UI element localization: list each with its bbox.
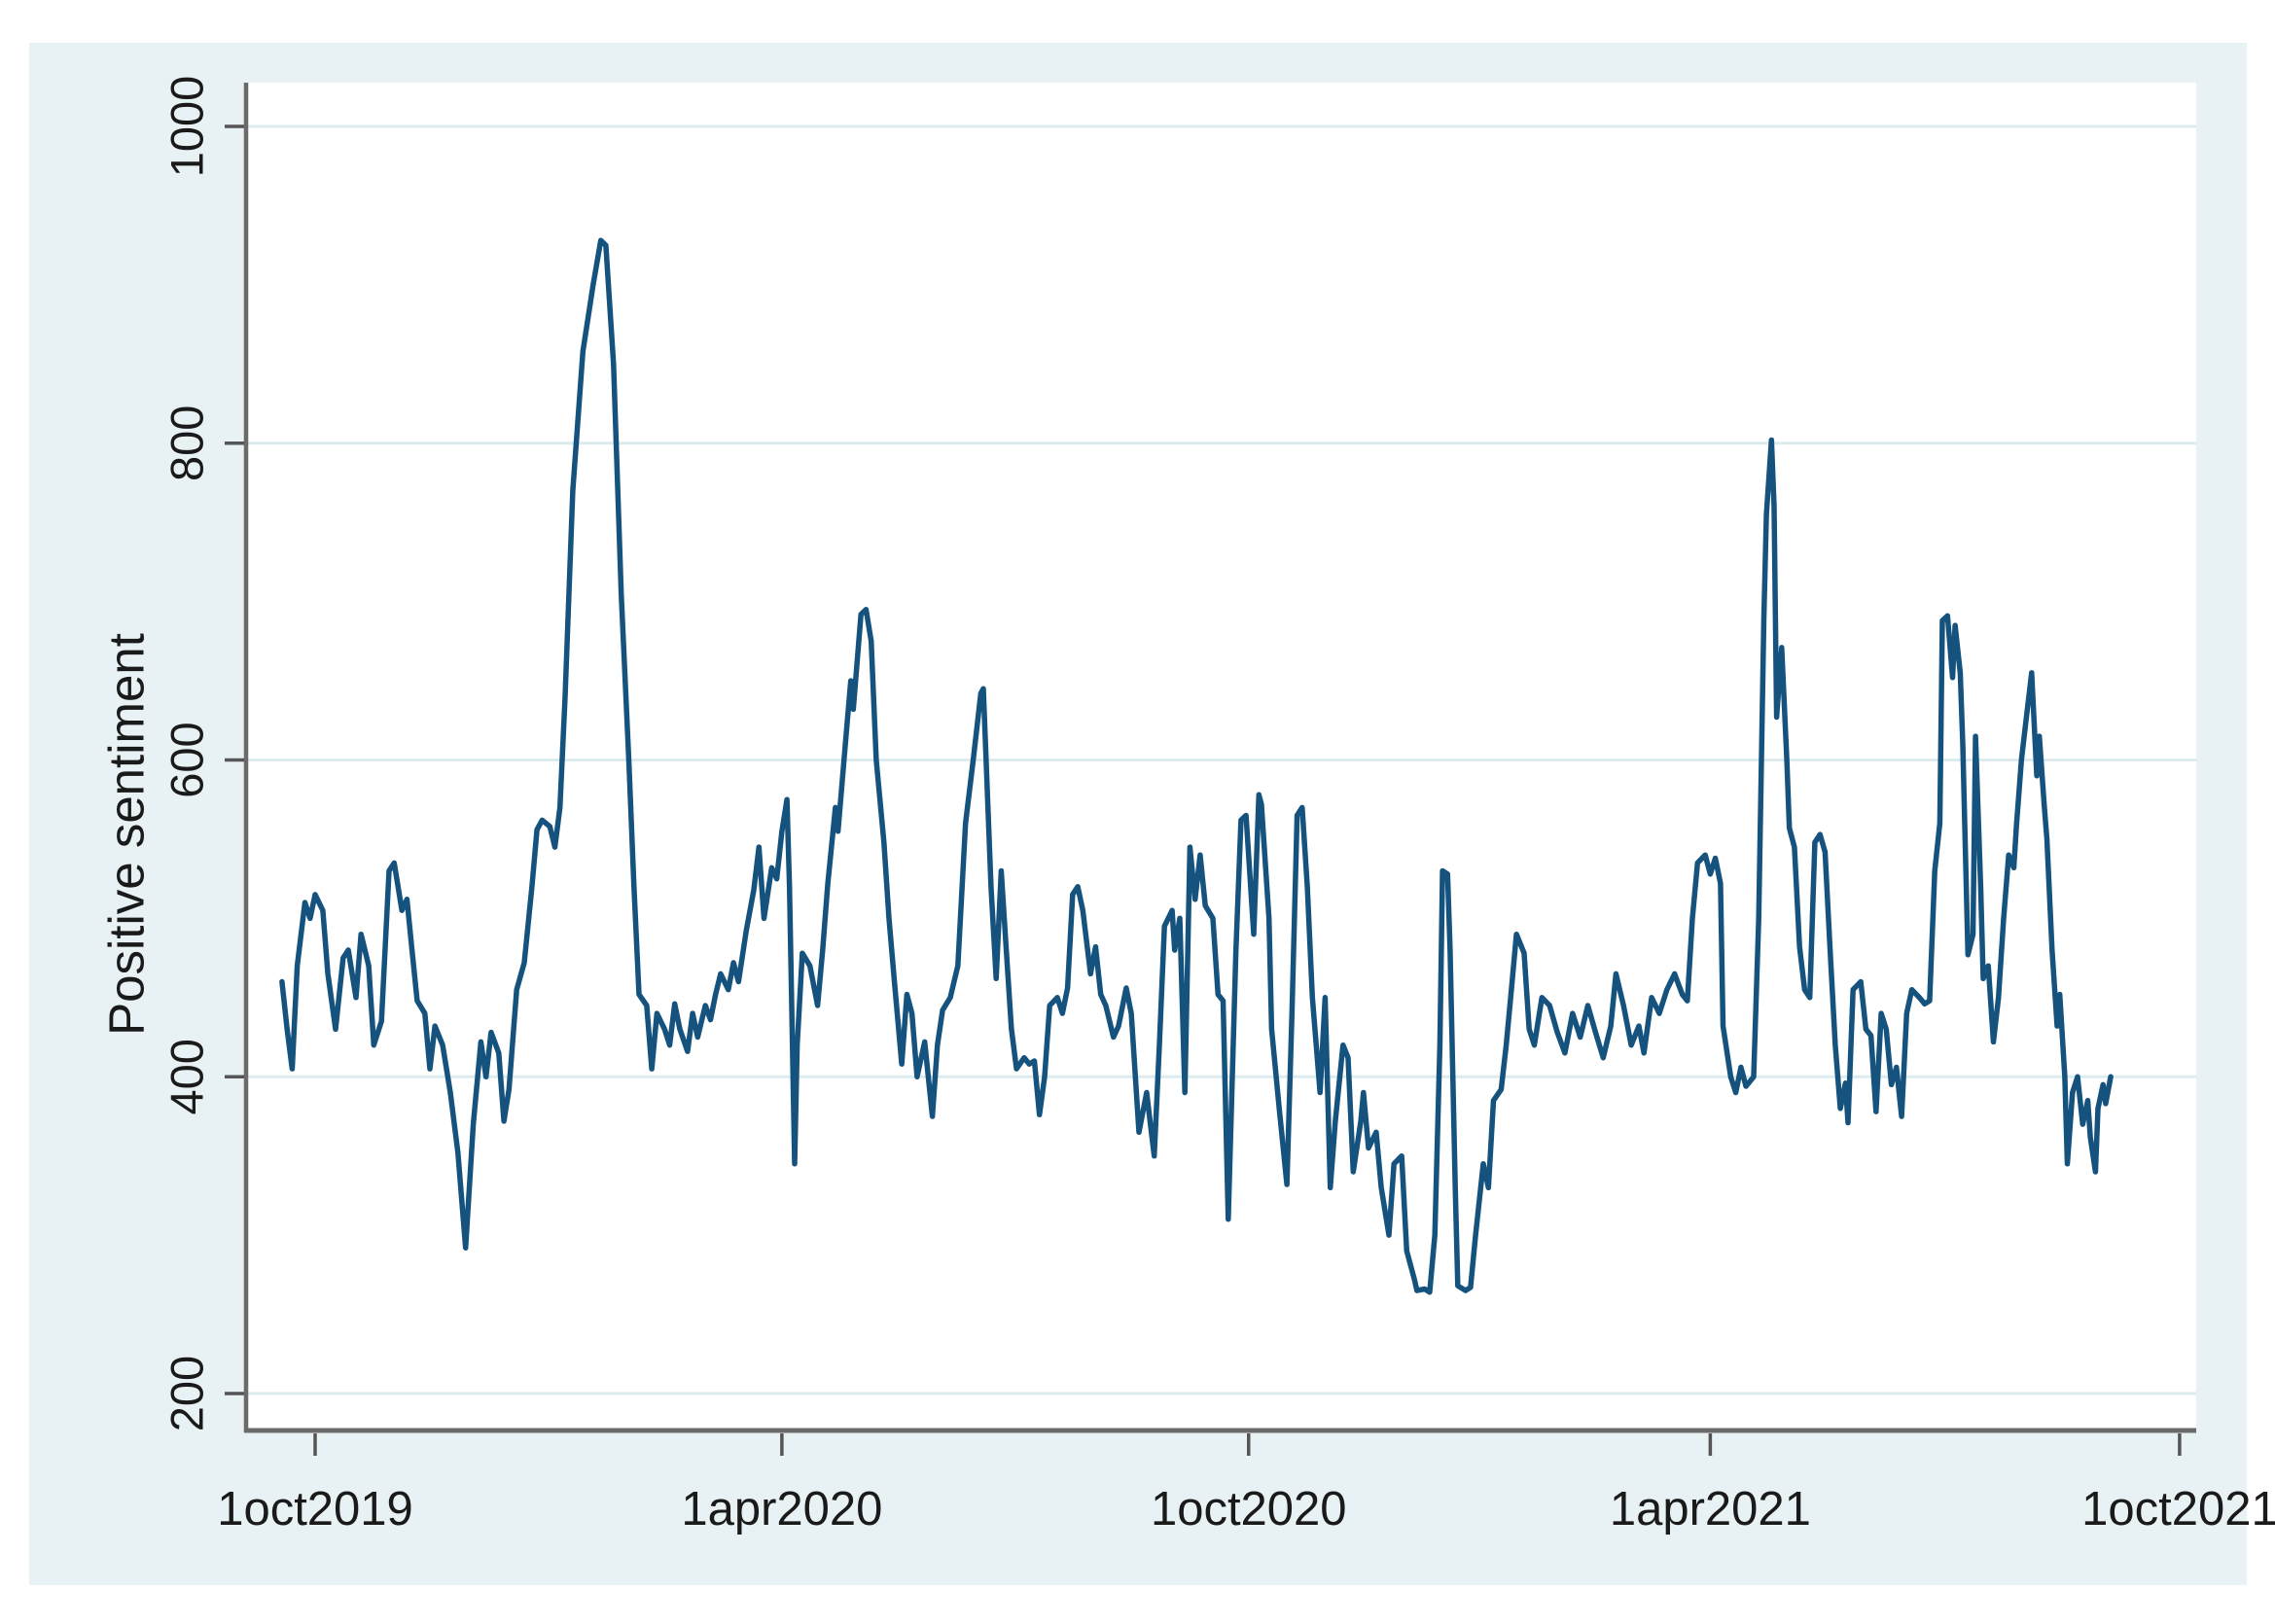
y-tick-label-800: 800	[161, 406, 213, 481]
tick-labels: 200 400 600 800 1000 1oct2019 1apr2020 1oct2020…	[161, 76, 2275, 1536]
y-tick-label-400: 400	[161, 1039, 213, 1114]
x-tick-label-1oct2019: 1oct2019	[217, 1483, 413, 1536]
x-tick-label-1oct2020: 1oct2020	[1151, 1483, 1347, 1536]
y-axis-title: Positive sentiment	[99, 633, 155, 1036]
x-tick-label-1oct2021: 1oct2021	[2081, 1483, 2275, 1536]
y-tick-label-200: 200	[161, 1356, 213, 1431]
ticks	[225, 124, 2182, 1456]
x-tick-label-1apr2020: 1apr2020	[681, 1483, 882, 1536]
y-tick-label-1000: 1000	[161, 76, 213, 178]
axes	[243, 83, 2196, 1433]
series-positive-sentiment	[279, 237, 2114, 1295]
y-tick-label-600: 600	[161, 722, 213, 797]
plot-area	[246, 83, 2196, 1430]
x-tick-label-1apr2021: 1apr2021	[1610, 1483, 1811, 1536]
